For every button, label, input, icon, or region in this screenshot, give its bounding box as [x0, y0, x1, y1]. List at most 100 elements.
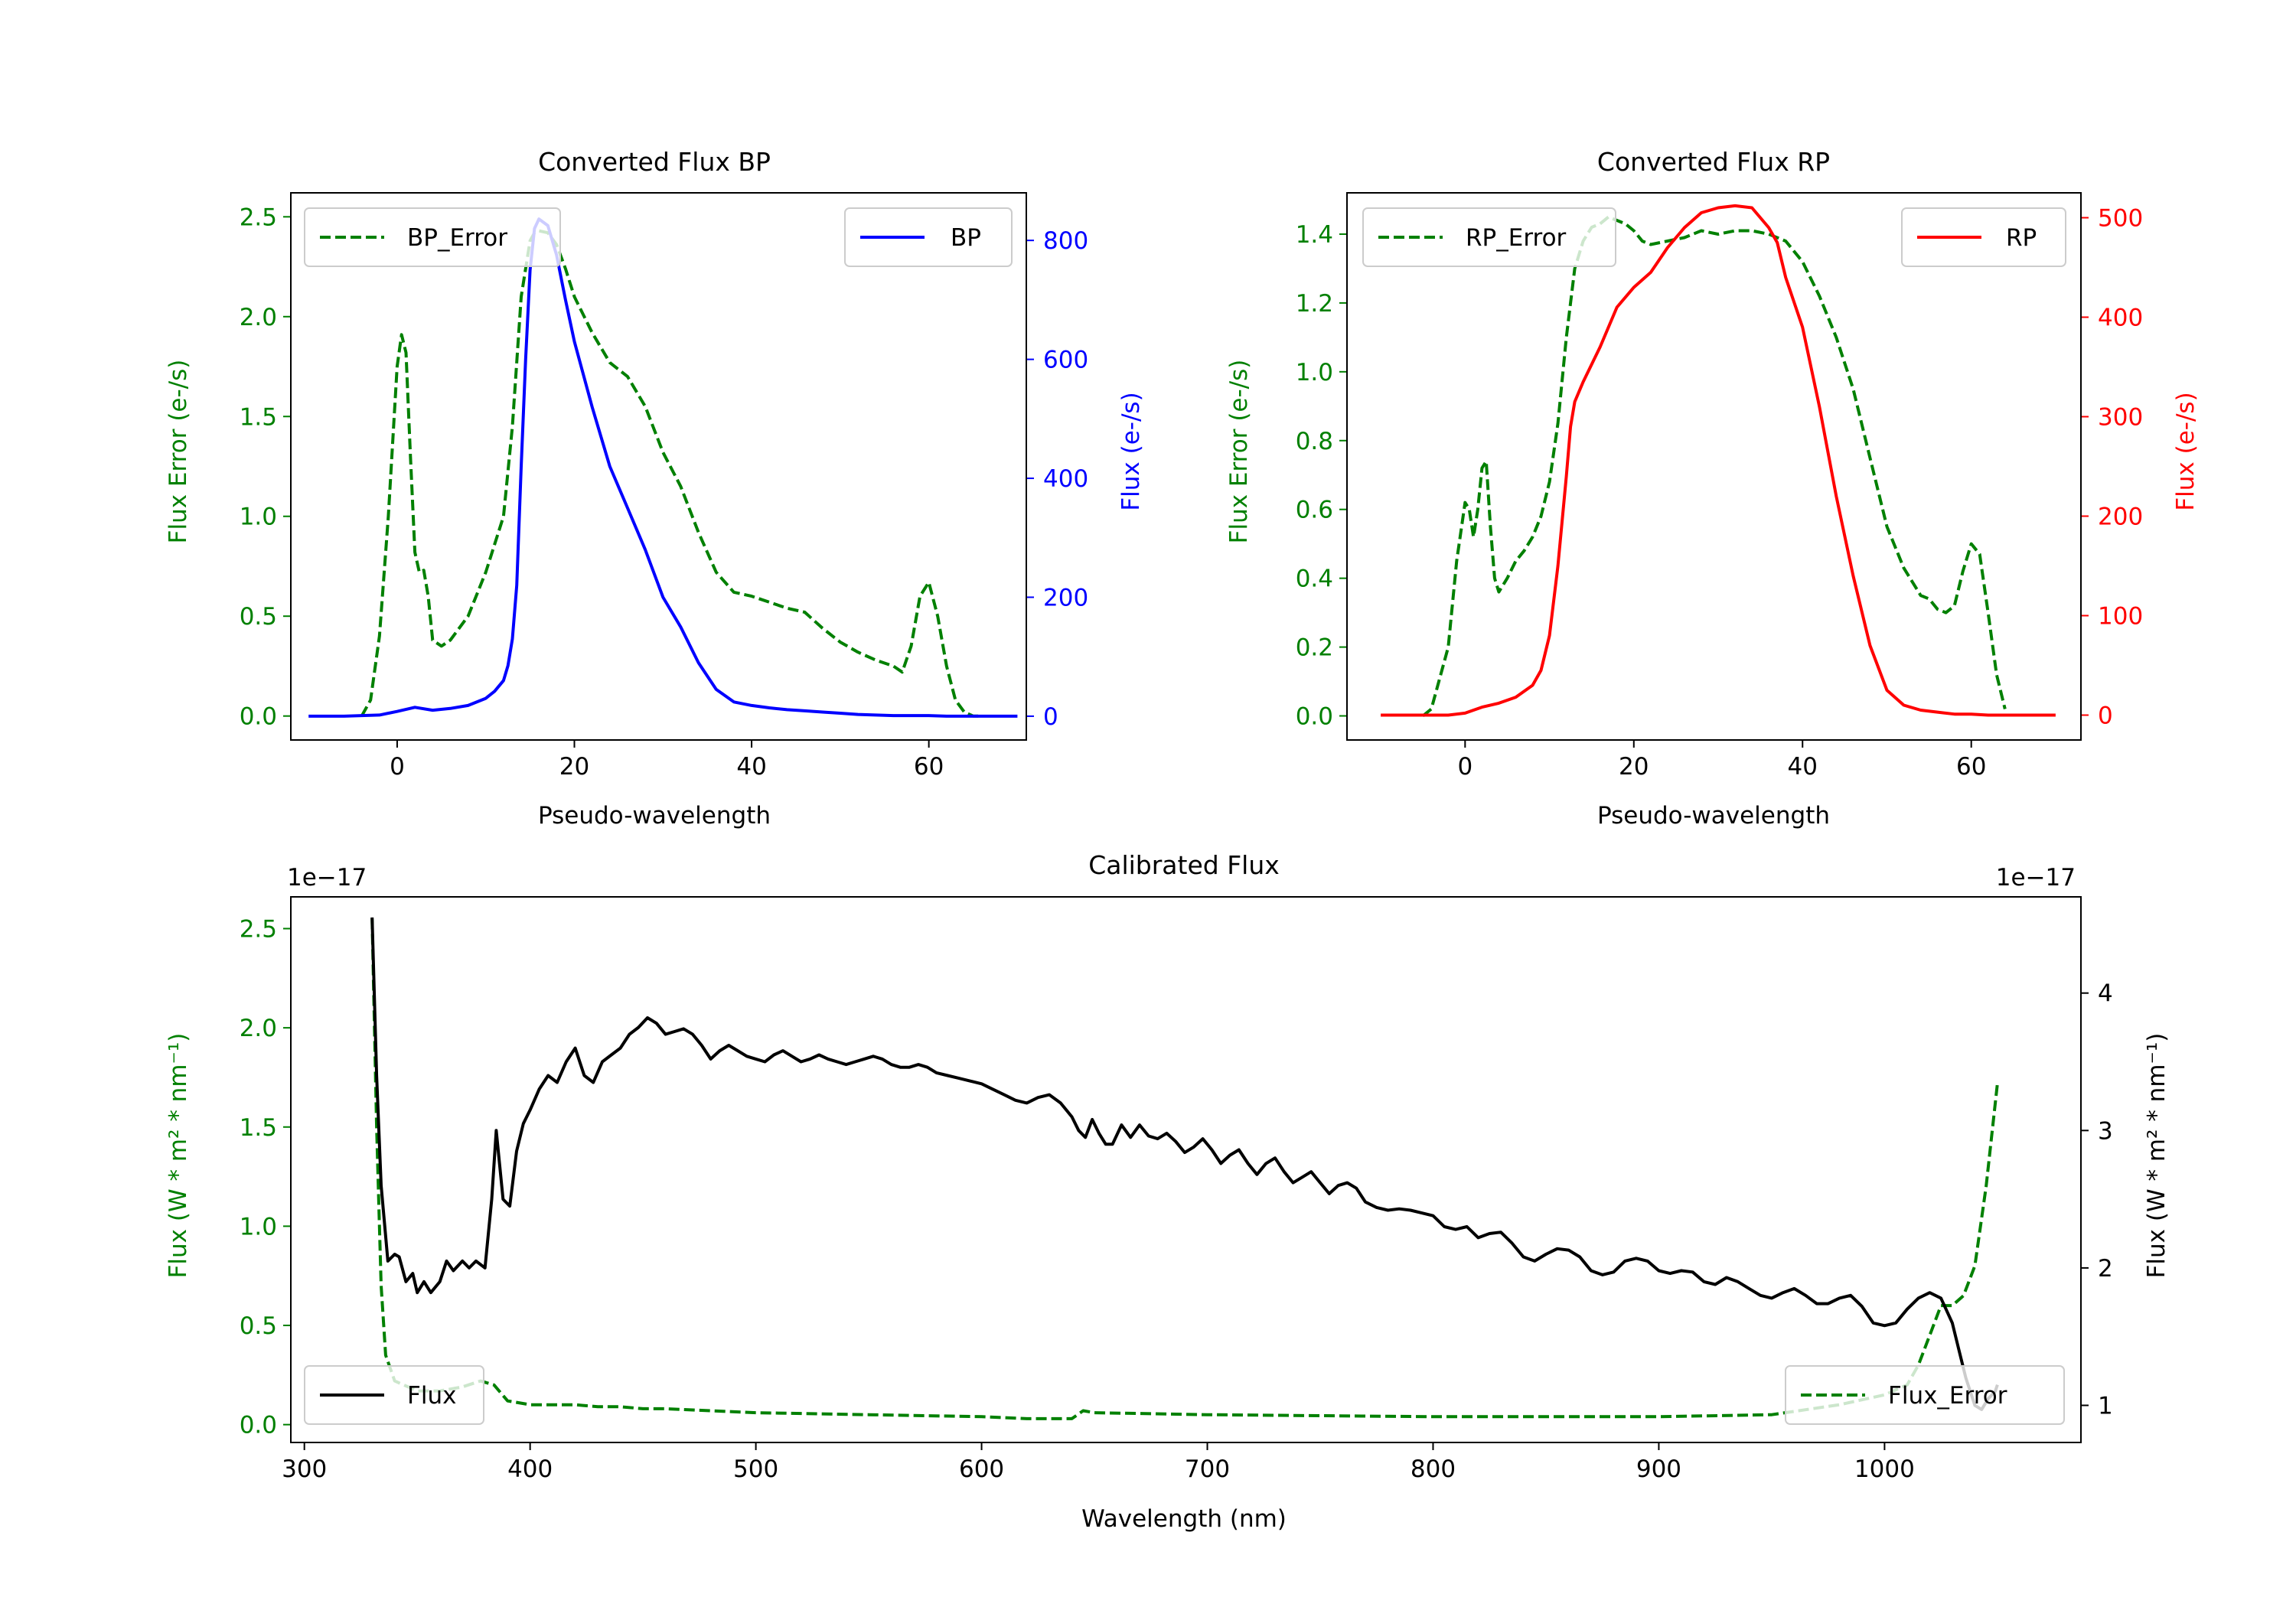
- calibrated-xtick-label: 300: [282, 1455, 327, 1483]
- calibrated-xtick-label: 900: [1636, 1455, 1681, 1483]
- calibrated-ytick-left-label: 0.5: [240, 1312, 277, 1340]
- calibrated-yticks-right: 1 2 3 4: [2081, 980, 2113, 1420]
- bp-ytick-right-label: 600: [1043, 347, 1088, 374]
- calibrated-xlabel: Wavelength (nm): [1081, 1505, 1287, 1533]
- calibrated-xtick-label: 1000: [1854, 1455, 1915, 1483]
- rp-xtick-label: 0: [1457, 753, 1473, 781]
- bp-ytick-right-label: 200: [1043, 584, 1088, 611]
- calibrated-offset-left: 1e−17: [287, 864, 367, 892]
- rp-legend-flux-box: [1901, 207, 2066, 267]
- rp-title: Converted Flux RP: [1597, 147, 1830, 177]
- bp-ytick-left-label: 2.0: [240, 304, 277, 331]
- bp-ylabel-right: Flux (e-/s): [1117, 392, 1145, 510]
- bp-ytick-left-label: 1.0: [240, 504, 277, 531]
- bp-ytick-left-label: 1.5: [240, 403, 277, 431]
- bp-yticks-right: 0 200 400 600 800: [1026, 227, 1088, 731]
- rp-series-rp-line: [1381, 204, 2056, 717]
- rp-axes-frame: [1346, 192, 2082, 741]
- calibrated-series-flux-line: [370, 917, 1999, 1411]
- calibrated-ytick-left-label: 2.5: [240, 915, 277, 943]
- bp-lines: [308, 217, 1018, 718]
- rp-ytick-left-label: 0.8: [1296, 428, 1333, 455]
- bp-ytick-right-label: 0: [1043, 703, 1058, 731]
- bp-series-bp-error-line: [360, 229, 983, 718]
- bp-xtick-label: 60: [914, 753, 944, 781]
- calibrated-ylabel-right: Flux (W * m² * nm⁻¹): [2143, 1033, 2170, 1279]
- rp-ytick-left-label: 1.4: [1296, 221, 1333, 249]
- rp-yticks-left: 0.0 0.2 0.4 0.6 0.8 1.0 1.2 1.4: [1296, 221, 1347, 731]
- calibrated-legend-flux-label: Flux: [407, 1382, 456, 1410]
- calibrated-yticks-left: 0.0 0.5 1.0 1.5 2.0 2.5: [240, 915, 291, 1439]
- rp-xtick-label: 40: [1788, 753, 1818, 781]
- bp-xtick-label: 40: [736, 753, 766, 781]
- rp-ytick-right-label: 200: [2098, 504, 2143, 531]
- calibrated-xtick-label: 400: [507, 1455, 553, 1483]
- calibrated-ytick-right-label: 3: [2098, 1117, 2113, 1145]
- bp-legend-error-box: [304, 207, 561, 267]
- calibrated-legend-flux-box: [304, 1365, 484, 1425]
- calibrated-legend-flux: Flux: [304, 1365, 484, 1425]
- rp-ytick-left-label: 0.2: [1296, 634, 1333, 662]
- bp-ytick-left-label: 2.5: [240, 204, 277, 231]
- calibrated-legend-error-box: [1785, 1365, 2065, 1425]
- rp-ytick-left-label: 0.0: [1296, 703, 1333, 731]
- rp-ytick-right-label: 500: [2098, 205, 2143, 233]
- calibrated-panel: Calibrated Flux Wavelength (nm) 1e−17 1e…: [165, 850, 2170, 1533]
- bp-legend-flux-label: BP: [951, 224, 981, 252]
- rp-ytick-right-label: 0: [2098, 702, 2113, 730]
- rp-xtick-label: 60: [1956, 753, 1986, 781]
- calibrated-ytick-left-label: 1.5: [240, 1114, 277, 1142]
- calibrated-axes-frame: [290, 896, 2082, 1443]
- bp-title: Converted Flux BP: [538, 147, 771, 177]
- calibrated-ytick-left-label: 1.0: [240, 1213, 277, 1240]
- rp-ytick-right-label: 400: [2098, 305, 2143, 332]
- bp-legend-flux: BP: [844, 207, 1013, 267]
- calibrated-xtick-label: 700: [1185, 1455, 1230, 1483]
- rp-legend-flux-label: RP: [2006, 224, 2037, 252]
- rp-ytick-left-label: 1.2: [1296, 290, 1333, 318]
- bp-xtick-label: 20: [559, 753, 589, 781]
- calibrated-ytick-right-label: 4: [2098, 980, 2113, 1008]
- bp-xtick-label: 0: [390, 753, 405, 781]
- calibrated-legend-error: Flux_Error: [1785, 1365, 2065, 1425]
- calibrated-xtick-label: 500: [733, 1455, 778, 1483]
- rp-panel: Converted Flux RP Pseudo-wavelength Flux…: [1225, 147, 2200, 830]
- calibrated-offset-right: 1e−17: [1996, 864, 2076, 892]
- calibrated-xtick-label: 800: [1411, 1455, 1456, 1483]
- rp-xlabel: Pseudo-wavelength: [1597, 802, 1830, 830]
- calibrated-ytick-left-label: 2.0: [240, 1015, 277, 1042]
- rp-ylabel-left: Flux Error (e-/s): [1225, 360, 1253, 544]
- calibrated-title: Calibrated Flux: [1088, 850, 1280, 880]
- rp-legend-error: RP_Error: [1362, 207, 1616, 267]
- bp-series-bp-line: [308, 217, 1018, 718]
- bp-legend-flux-box: [844, 207, 1013, 267]
- rp-ytick-right-label: 300: [2098, 404, 2143, 432]
- bp-ytick-left-label: 0.0: [240, 703, 277, 731]
- bp-legend-error: BP_Error: [304, 207, 561, 267]
- rp-ytick-left-label: 0.4: [1296, 566, 1333, 593]
- rp-ytick-right-label: 100: [2098, 603, 2143, 631]
- bp-panel: Converted Flux BP Pseudo-wavelength Flux…: [165, 147, 1145, 830]
- bp-xlabel: Pseudo-wavelength: [538, 802, 771, 830]
- calibrated-ytick-left-label: 0.0: [240, 1412, 277, 1439]
- rp-ylabel-right: Flux (e-/s): [2172, 392, 2200, 510]
- calibrated-legend-error-label: Flux_Error: [1888, 1382, 2007, 1410]
- rp-series-rp-error-line: [1421, 215, 2007, 718]
- rp-ytick-left-label: 0.6: [1296, 497, 1333, 524]
- rp-legend-error-label: RP_Error: [1466, 224, 1567, 252]
- rp-xtick-label: 20: [1619, 753, 1649, 781]
- bp-ylabel-left: Flux Error (e-/s): [165, 360, 192, 544]
- calibrated-ytick-right-label: 1: [2098, 1393, 2113, 1420]
- bp-axes-frame: [290, 192, 1027, 741]
- bp-xticks: 0 20 40 60: [390, 740, 944, 781]
- calibrated-ytick-right-label: 2: [2098, 1255, 2113, 1283]
- rp-ytick-left-label: 1.0: [1296, 359, 1333, 386]
- bp-ytick-right-label: 800: [1043, 227, 1088, 255]
- rp-legend-error-box: [1362, 207, 1616, 267]
- bp-ytick-left-label: 0.5: [240, 603, 277, 631]
- rp-lines: [1381, 204, 2056, 718]
- calibrated-ylabel-left: Flux (W * m² * nm⁻¹): [165, 1033, 192, 1279]
- bp-yticks-left: 0.0 0.5 1.0 1.5 2.0 2.5: [240, 204, 291, 731]
